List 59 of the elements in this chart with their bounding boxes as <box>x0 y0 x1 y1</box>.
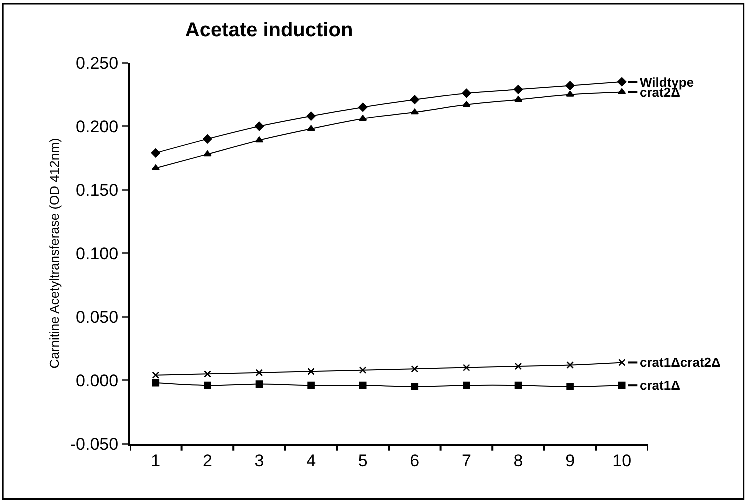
point <box>358 102 368 112</box>
chart-title: Acetate induction <box>185 20 354 42</box>
point <box>618 78 627 87</box>
legend-label: crat1Δ <box>640 378 680 393</box>
x-tick-label: 9 <box>566 451 576 470</box>
x-tick-label: 3 <box>254 451 264 470</box>
point <box>308 382 315 390</box>
y-tick-label: 0.250 <box>76 54 119 73</box>
point <box>463 364 470 372</box>
y-tick-label: 0.050 <box>76 308 119 327</box>
point <box>151 148 160 158</box>
x-tick-label: 1 <box>151 451 161 470</box>
point <box>514 362 522 370</box>
point <box>410 95 420 104</box>
x-tick-label: 8 <box>514 451 524 470</box>
x-tick-label: 2 <box>202 451 212 470</box>
point <box>411 383 419 390</box>
point <box>204 150 212 157</box>
legend-label: crat1Δcrat2Δ <box>640 355 721 370</box>
point <box>618 382 626 390</box>
point <box>254 122 264 132</box>
point <box>255 136 264 143</box>
point <box>204 370 212 378</box>
point <box>152 164 160 171</box>
point <box>411 365 419 373</box>
point <box>152 379 160 387</box>
point <box>462 101 471 108</box>
point <box>566 81 575 90</box>
point <box>566 362 574 369</box>
x-tick-label: 4 <box>306 451 316 470</box>
y-tick-label: 0.000 <box>76 371 119 390</box>
y-tick-label: 0.100 <box>76 244 119 264</box>
point <box>308 368 315 376</box>
point <box>514 85 524 94</box>
point <box>306 112 316 121</box>
point <box>256 380 264 388</box>
y-tick-label: 0.150 <box>76 180 119 200</box>
y-tick-label: -0.050 <box>70 434 119 454</box>
point <box>359 366 367 374</box>
point <box>358 115 368 122</box>
x-tick-label: 6 <box>410 451 420 470</box>
point <box>256 369 264 377</box>
point <box>618 359 626 366</box>
point <box>204 382 212 390</box>
y-tick-label: 0.200 <box>76 117 119 136</box>
y-axis-title: Carnitine Acetyltransferase (OD 412nm) <box>46 138 62 369</box>
point <box>203 134 212 144</box>
point <box>462 88 472 98</box>
point <box>307 125 316 132</box>
x-tick-label: 5 <box>358 451 368 470</box>
x-tick-label: 7 <box>462 451 472 470</box>
point <box>566 383 574 390</box>
point <box>359 382 367 390</box>
x-tick-label: 10 <box>612 451 632 470</box>
point <box>410 108 420 115</box>
point <box>463 382 470 390</box>
point <box>152 372 160 380</box>
point <box>566 91 574 97</box>
point <box>514 382 522 390</box>
